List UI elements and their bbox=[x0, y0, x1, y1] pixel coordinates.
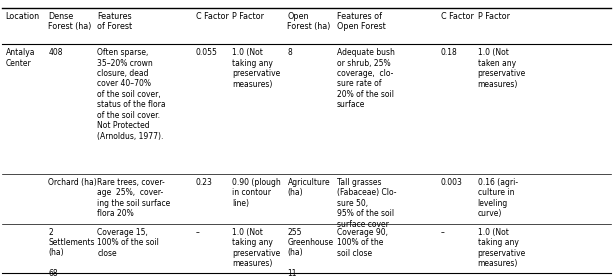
Text: 0.18: 0.18 bbox=[441, 48, 457, 57]
Text: Dense
Forest (ha): Dense Forest (ha) bbox=[48, 12, 92, 31]
Text: P Factor: P Factor bbox=[478, 12, 509, 21]
Text: Coverage 15,
100% of the soil
close: Coverage 15, 100% of the soil close bbox=[97, 228, 159, 258]
Text: 1.0 (Not
taking any
preservative
measures): 1.0 (Not taking any preservative measure… bbox=[478, 228, 526, 268]
Text: 1.0 (Not
taken any
preservative
measures): 1.0 (Not taken any preservative measures… bbox=[478, 48, 526, 89]
Text: Orchard (ha): Orchard (ha) bbox=[48, 178, 97, 187]
Text: Open
Forest (ha): Open Forest (ha) bbox=[287, 12, 331, 31]
Text: 0.23: 0.23 bbox=[196, 178, 213, 187]
Text: –: – bbox=[196, 228, 199, 237]
Text: Coverage 90,
100% of the
soil close: Coverage 90, 100% of the soil close bbox=[337, 228, 387, 258]
Text: Location: Location bbox=[6, 12, 40, 21]
Text: 0.90 (plough
in contour
line): 0.90 (plough in contour line) bbox=[232, 178, 281, 208]
Text: Adequate bush
or shrub, 25%
coverage,  clo-
sure rate of
20% of the soil
surface: Adequate bush or shrub, 25% coverage, cl… bbox=[337, 48, 394, 109]
Text: 0.003: 0.003 bbox=[441, 178, 463, 187]
Text: Often sparse,
35–20% crown
closure, dead
cover 40–70%
of the soil cover,
status : Often sparse, 35–20% crown closure, dead… bbox=[97, 48, 166, 140]
Text: C Factor: C Factor bbox=[196, 12, 229, 21]
Text: 2
Settlements
(ha)

68: 2 Settlements (ha) 68 bbox=[48, 228, 95, 276]
Text: 0.16 (agri-
culture in
leveling
curve): 0.16 (agri- culture in leveling curve) bbox=[478, 178, 517, 218]
Text: 8: 8 bbox=[287, 48, 292, 57]
Text: –: – bbox=[441, 228, 444, 237]
Text: 408: 408 bbox=[48, 48, 63, 57]
Text: Features of
Open Forest: Features of Open Forest bbox=[337, 12, 386, 31]
Text: 255
Greenhouse
(ha)

11: 255 Greenhouse (ha) 11 bbox=[287, 228, 333, 276]
Text: P Factor: P Factor bbox=[232, 12, 264, 21]
Text: Rare trees, cover-
age  25%,  cover-
ing the soil surface
flora 20%: Rare trees, cover- age 25%, cover- ing t… bbox=[97, 178, 170, 218]
Text: 1.0 (Not
taking any
preservative
measures): 1.0 (Not taking any preservative measure… bbox=[232, 48, 281, 89]
Text: 1.0 (Not
taking any
preservative
measures): 1.0 (Not taking any preservative measure… bbox=[232, 228, 281, 268]
Text: Tall grasses
(Fabaceae) Clo-
sure 50,
95% of the soil
surface cover: Tall grasses (Fabaceae) Clo- sure 50, 95… bbox=[337, 178, 396, 229]
Text: Agriculture
(ha): Agriculture (ha) bbox=[287, 178, 330, 197]
Text: Features
of Forest: Features of Forest bbox=[97, 12, 132, 31]
Text: 0.055: 0.055 bbox=[196, 48, 218, 57]
Text: Antalya
Center: Antalya Center bbox=[6, 48, 35, 68]
Text: C Factor: C Factor bbox=[441, 12, 474, 21]
